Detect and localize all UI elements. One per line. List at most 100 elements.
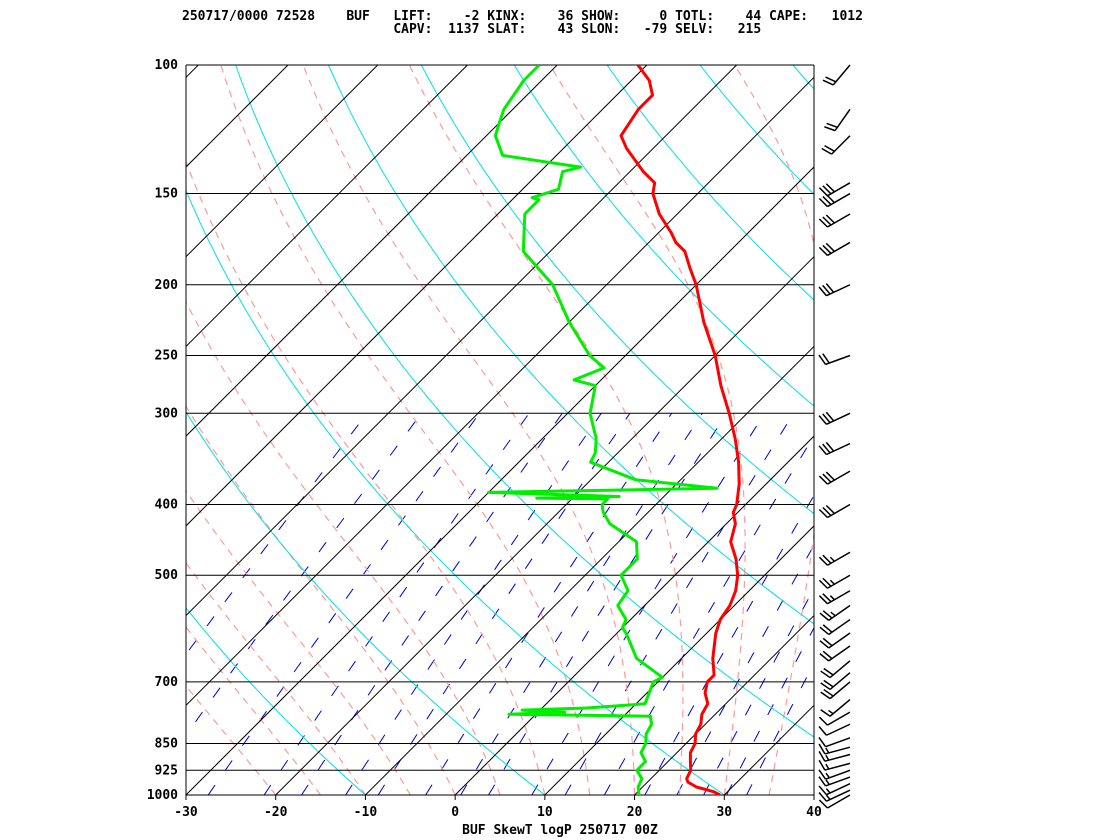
isotherm-line (186, 65, 558, 437)
mixing-ratio-line (703, 587, 814, 795)
wind-barb-half-flag (825, 754, 830, 761)
wind-barb-half-flag (825, 788, 831, 794)
wind-barb-shaft (827, 182, 851, 197)
wind-barb-flag (818, 508, 829, 519)
wind-barb (818, 736, 851, 748)
mixing-ratio-line (531, 413, 766, 795)
wind-barb (818, 743, 851, 755)
wind-barb-flag (818, 286, 828, 297)
wind-barb-flag (822, 195, 832, 206)
wind-barb-flag (822, 244, 832, 254)
dry-adiabat-line (186, 411, 546, 795)
wind-barb (818, 441, 851, 456)
wind-barb (818, 283, 851, 297)
wind-barb-flag (824, 144, 835, 152)
dry-adiabat-line (186, 189, 725, 795)
wind-barb-flag (820, 670, 831, 679)
wind-barb-half-flag (830, 611, 836, 617)
wind-barb (818, 353, 851, 366)
isotherm-line (365, 345, 814, 795)
moist-adiabat-line (734, 65, 814, 795)
mixing-ratio-line (644, 494, 814, 795)
wind-barb (818, 590, 851, 605)
wind-barb-shaft (827, 213, 851, 228)
wind-barb-flag (821, 147, 832, 155)
wind-barb-flag (824, 126, 836, 132)
wind-barb-shaft (826, 783, 851, 796)
moist-adiabat-line (186, 489, 411, 795)
wind-barb-shaft (827, 470, 851, 485)
mixing-ratio-line (345, 413, 602, 795)
wind-barb (820, 672, 851, 691)
wind-barb-flag (826, 122, 838, 129)
pressure-tick-label: 500 (155, 568, 179, 583)
wind-barb (821, 135, 851, 155)
wind-barb-flag (820, 709, 831, 717)
temperature-tick-label: 0 (451, 805, 459, 820)
dry-adiabat-line (979, 65, 1120, 795)
wind-barb-flag (823, 679, 834, 688)
wind-barb-flag (822, 284, 831, 295)
wind-barb-flag (818, 187, 829, 197)
dewpoint-profile (487, 65, 719, 795)
wind-barb-flag (818, 716, 829, 726)
wind-barb-half-flag (825, 772, 830, 779)
mixing-ratio-line (207, 413, 480, 795)
isotherm-line (186, 65, 737, 617)
sounding-profiles (487, 65, 741, 795)
wind-barb-flag (819, 653, 830, 662)
wind-barb-flag (822, 650, 833, 660)
mixing-ratio-line (488, 413, 728, 795)
wind-barb-shaft (828, 645, 851, 662)
wind-barb (822, 64, 851, 86)
wind-barb-shaft (826, 442, 851, 456)
wind-barb (818, 723, 851, 736)
mixing-ratio-line (603, 434, 814, 795)
wind-barb-flag (825, 441, 835, 452)
pressure-tick-label: 300 (155, 406, 179, 421)
wind-barb-shaft (829, 698, 851, 717)
wind-barb (818, 711, 851, 726)
wind-barb-half-flag (825, 763, 830, 770)
wind-barb-flag (819, 626, 830, 636)
wind-barb-flag (818, 595, 829, 605)
temperature-tick-label: -30 (174, 805, 198, 820)
chart-title: BUF SkewT logP 250717 00Z (462, 823, 658, 838)
wind-barb (818, 750, 851, 762)
wind-barb-flag (818, 354, 827, 365)
mixing-ratio-line (301, 413, 563, 795)
isotherms (186, 65, 814, 795)
wind-barb-shaft (827, 192, 851, 208)
wind-barb-flag (818, 769, 827, 780)
wind-barb-shaft (829, 660, 851, 679)
wind-barb-flag (818, 759, 826, 771)
wind-barb-shaft (825, 769, 851, 780)
moist-adiabat-line (186, 405, 456, 795)
wind-barb (818, 182, 851, 197)
wind-barb-half-flag (829, 556, 835, 562)
dry-adiabat-line (606, 65, 814, 301)
mixing-ratio-line (460, 413, 703, 795)
wind-barb-flag (822, 185, 832, 195)
wind-barb-flag (822, 506, 832, 517)
pressure-tick-label: 100 (155, 58, 179, 73)
wind-barb-flag (823, 688, 834, 697)
wind-barb-flag (822, 443, 831, 454)
wind-barb (819, 604, 851, 621)
wind-barb-shaft (828, 618, 851, 636)
dry-adiabat-line (420, 65, 814, 515)
wind-barb-shaft (832, 64, 851, 86)
wind-barb-flag (825, 504, 835, 515)
wind-barb-flag (822, 353, 830, 364)
wind-barb (818, 574, 851, 589)
wind-barb-shaft (825, 737, 851, 748)
pressure-tick-label: 400 (155, 498, 179, 513)
wind-barb (820, 698, 851, 717)
wind-barb-shaft (824, 746, 851, 755)
pressure-tick-label: 700 (155, 675, 179, 690)
moist-adiabat-line (186, 561, 366, 795)
wind-barb (820, 681, 851, 700)
moist-adiabat-line (186, 626, 322, 795)
wind-barb-flag (822, 413, 831, 424)
wind-barb (818, 192, 851, 208)
